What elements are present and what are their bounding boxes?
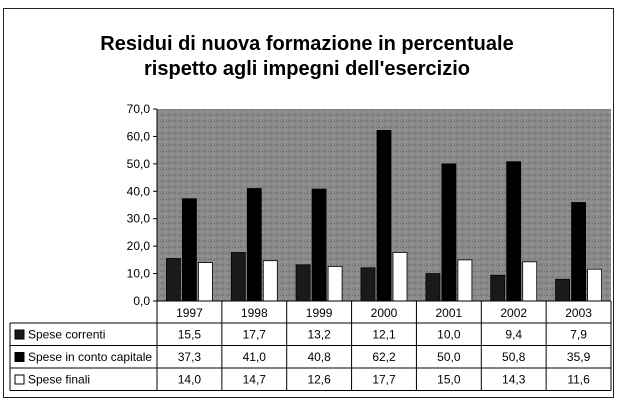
bar-3-2002: [522, 261, 538, 302]
data-label: 41,0: [243, 350, 267, 364]
bar-1-2000: [360, 267, 376, 302]
data-label: 14,7: [243, 373, 267, 387]
legend-swatch: [14, 329, 25, 340]
data-label: 50,0: [437, 350, 461, 364]
bar-1-1998: [230, 252, 246, 302]
x-tick-label: 2002: [500, 306, 527, 320]
y-tick-label: 30,0: [127, 212, 151, 226]
bar-1-1999: [295, 264, 311, 302]
bar-2-1997: [181, 198, 197, 302]
data-label: 15,0: [437, 373, 461, 387]
x-tick-label: 2003: [565, 306, 592, 320]
data-label: 10,0: [437, 328, 461, 342]
y-tick-label: 20,0: [127, 239, 151, 253]
bar-3-1998: [262, 260, 278, 302]
data-label: 50,8: [502, 350, 526, 364]
bar-3-2003: [587, 268, 602, 302]
data-label: 14,3: [502, 373, 526, 387]
data-label: 14,0: [178, 373, 202, 387]
legend-label: Spese finali: [28, 373, 90, 387]
data-label: 9,4: [505, 328, 522, 342]
data-label: 62,2: [372, 350, 396, 364]
x-tick-label: 1997: [176, 306, 203, 320]
data-label: 7,9: [570, 328, 587, 342]
bar-2-2003: [571, 202, 586, 302]
legend-label: Spese correnti: [28, 328, 105, 342]
y-tick-label: 10,0: [127, 267, 151, 281]
chart-subtitle: rispetto agli impegni dell'esercizio: [144, 58, 470, 80]
bar-1-2002: [490, 274, 506, 302]
bar-3-2001: [457, 259, 473, 302]
bar-2-2000: [376, 129, 392, 302]
x-tick-label: 1999: [306, 306, 333, 320]
chart-frame: [3, 8, 614, 398]
bar-2-2001: [441, 163, 457, 302]
data-label: 35,9: [567, 350, 591, 364]
data-label: 11,6: [567, 373, 590, 387]
bar-1-1997: [165, 258, 181, 302]
legend-swatch: [14, 374, 25, 385]
bar-1-2003: [555, 278, 570, 302]
data-label: 15,5: [178, 328, 202, 342]
data-label: 13,2: [307, 328, 331, 342]
bar-1-2001: [425, 273, 441, 302]
x-tick-label: 2000: [371, 306, 398, 320]
data-label: 12,1: [372, 328, 396, 342]
data-table: 1997 1998 1999 2000 2001 2002 2003 Spese corren…: [9, 300, 612, 391]
bar-2-2002: [506, 161, 522, 302]
bar-3-1999: [327, 265, 343, 302]
x-tick-label: 1998: [241, 306, 268, 320]
y-tick-label: 0,0: [133, 294, 150, 308]
y-tick-label: 70,0: [127, 102, 151, 116]
bar-2-1999: [311, 188, 327, 302]
legend-swatch: [14, 352, 25, 362]
plot-area: 0,0 10,0 20,0 30,0 40,0 50,0 60,0 70,0: [127, 102, 611, 308]
bar-3-1997: [197, 262, 213, 302]
data-label: 17,7: [243, 328, 267, 342]
bar-2-1998: [246, 188, 262, 302]
data-label: 17,7: [372, 373, 396, 387]
legend-label: Spese in conto capitale: [28, 350, 152, 364]
y-tick-label: 60,0: [127, 129, 151, 143]
chart-title: Residui di nuova formazione in percentua…: [100, 33, 513, 55]
bar-3-2000: [392, 252, 408, 302]
data-label: 37,3: [178, 350, 202, 364]
data-label: 40,8: [307, 350, 331, 364]
y-tick-label: 40,0: [127, 184, 151, 198]
data-label: 12,6: [307, 373, 331, 387]
y-tick-label: 50,0: [127, 157, 151, 171]
x-tick-label: 2001: [436, 306, 463, 320]
